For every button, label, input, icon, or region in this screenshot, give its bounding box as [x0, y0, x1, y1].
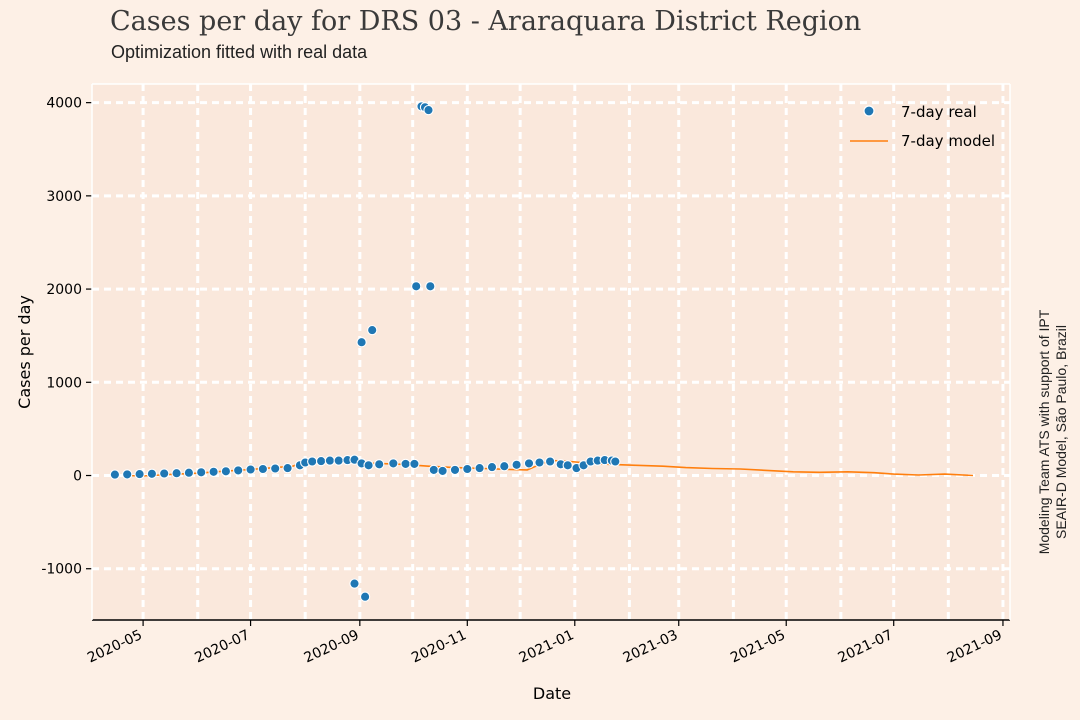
data-point-real [171, 468, 182, 479]
data-point-real [270, 463, 281, 474]
data-point-real [324, 455, 336, 466]
x-tick-label: 2020-07 [192, 627, 252, 666]
data-point-real [134, 468, 145, 480]
data-point-real [109, 469, 121, 480]
credit-line-2: SEAIR-D Model, São Paulo, Brazil [1053, 325, 1069, 539]
x-tick-label: 2021-01 [517, 627, 577, 666]
data-point-real [196, 467, 207, 478]
data-point-real [220, 466, 232, 477]
x-axis-label: Date [533, 684, 571, 703]
data-point-real [307, 456, 318, 467]
data-point-real [257, 463, 269, 475]
data-point-real [333, 455, 344, 466]
data-point-real [474, 462, 485, 474]
data-point-real [245, 464, 256, 475]
data-point-real [610, 456, 621, 467]
data-point-real [562, 460, 573, 471]
y-tick-label: -1000 [41, 562, 82, 578]
credit-line-1: Modeling Team ATS with support of IPT [1036, 309, 1052, 554]
data-point-real [523, 458, 535, 469]
data-point-real [425, 281, 436, 292]
plot-area [92, 84, 1010, 620]
x-tick-label: 2020-11 [409, 627, 469, 666]
y-axis-label: Cases per day [15, 295, 34, 409]
data-point-real [208, 466, 219, 477]
real-series [109, 101, 621, 602]
data-point-real [363, 460, 374, 471]
data-point-real [122, 469, 133, 480]
data-point-real [400, 458, 411, 470]
y-tick-label: 3000 [46, 189, 82, 205]
x-tick-label: 2020-09 [302, 627, 362, 666]
data-point-real [282, 462, 293, 474]
data-point-real [359, 591, 371, 602]
data-point-real [534, 457, 545, 468]
data-point-real [367, 324, 378, 336]
y-tick-label: 0 [73, 469, 82, 485]
x-tick-label: 2021-03 [621, 627, 681, 666]
data-point-real [511, 459, 522, 470]
x-tick-label: 2021-09 [945, 627, 1005, 666]
y-tick-label: 2000 [46, 282, 82, 298]
data-point-real [183, 467, 195, 478]
data-point-real [499, 461, 510, 472]
side-credit: Modeling Team ATS with support of IPT SE… [1036, 309, 1069, 554]
x-tick-label: 2020-05 [85, 627, 145, 666]
data-point-real [544, 456, 556, 467]
grid [92, 84, 1010, 620]
y-tick-label: 4000 [46, 96, 82, 112]
legend-label-model: 7-day model [901, 132, 995, 150]
data-point-real [146, 468, 158, 479]
y-tick-label: 1000 [46, 375, 82, 391]
legend-label-real: 7-day real [901, 103, 977, 121]
legend: 7-day real 7-day model [850, 103, 995, 150]
data-point-real [356, 337, 367, 348]
data-point-real [423, 104, 434, 116]
data-point-real [449, 464, 461, 476]
chart-subtitle: Optimization fitted with real data [111, 42, 368, 62]
data-point-real [159, 468, 170, 479]
x-tick-label: 2021-07 [836, 627, 896, 666]
legend-marker-real [863, 105, 875, 117]
chart-title: Cases per day for DRS 03 - Araraquara Di… [110, 6, 862, 37]
data-point-real [409, 458, 420, 470]
data-point-real [428, 464, 439, 476]
data-point-real [315, 455, 327, 467]
data-point-real [437, 465, 448, 477]
data-point-real [388, 458, 399, 469]
data-point-real [411, 281, 422, 292]
data-point-real [233, 465, 244, 476]
data-point-real [349, 578, 360, 589]
data-point-real [486, 461, 498, 473]
data-point-real [462, 463, 473, 475]
x-tick-label: 2021-05 [728, 627, 788, 666]
data-point-real [374, 459, 385, 470]
